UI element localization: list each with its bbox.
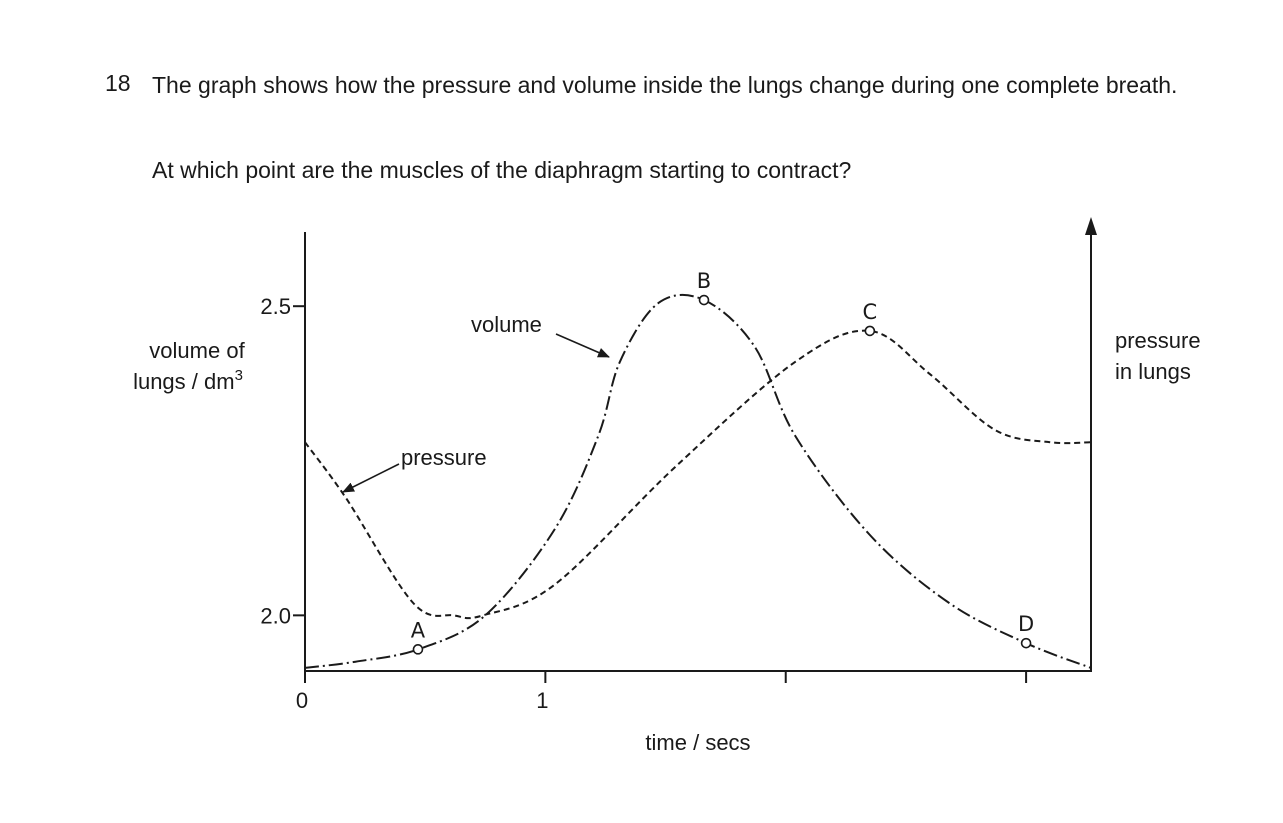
y-axis-left-label-line1: volume of <box>149 338 245 363</box>
point-d-label: D <box>1018 612 1034 636</box>
y-axis-right-label-line2: in lungs <box>1115 359 1191 384</box>
y-axis-left-label-main: lungs / dm <box>133 369 235 394</box>
y-axis-right-label-line1: pressure <box>1115 328 1201 353</box>
point-b-marker <box>698 294 710 306</box>
pressure-series-line <box>304 329 1092 620</box>
volume-series-line <box>304 293 1092 669</box>
y-axis-left-label-line2: lungs / dm3 <box>133 367 243 394</box>
point-c-marker <box>864 325 876 337</box>
pressure-annotation-arrow <box>342 463 400 493</box>
volume-annotation-label: volume <box>471 312 542 337</box>
pressure-annotation-label: pressure <box>401 445 487 470</box>
question-prompt: At which point are the muscles of the di… <box>152 157 852 183</box>
x-tick-label: 1 <box>536 688 548 713</box>
point-b-label: B <box>697 269 711 293</box>
point-d-marker <box>1020 637 1032 649</box>
point-c-label: C <box>863 300 878 324</box>
y-axis-left-label-sup: 3 <box>235 367 243 384</box>
y-tick-label: 2.0 <box>260 603 291 628</box>
volume-annotation-arrow <box>555 333 610 358</box>
point-a-marker <box>412 644 424 655</box>
question-text: The graph shows how the pressure and vol… <box>152 72 1178 98</box>
point-a-label: A <box>411 618 426 642</box>
x-tick-label: 0 <box>296 688 308 713</box>
x-axis-label: time / secs <box>645 730 750 755</box>
question-number: 18 <box>105 70 131 96</box>
y-tick-label: 2.5 <box>260 294 291 319</box>
y-axis-right-arrow <box>1085 217 1097 235</box>
